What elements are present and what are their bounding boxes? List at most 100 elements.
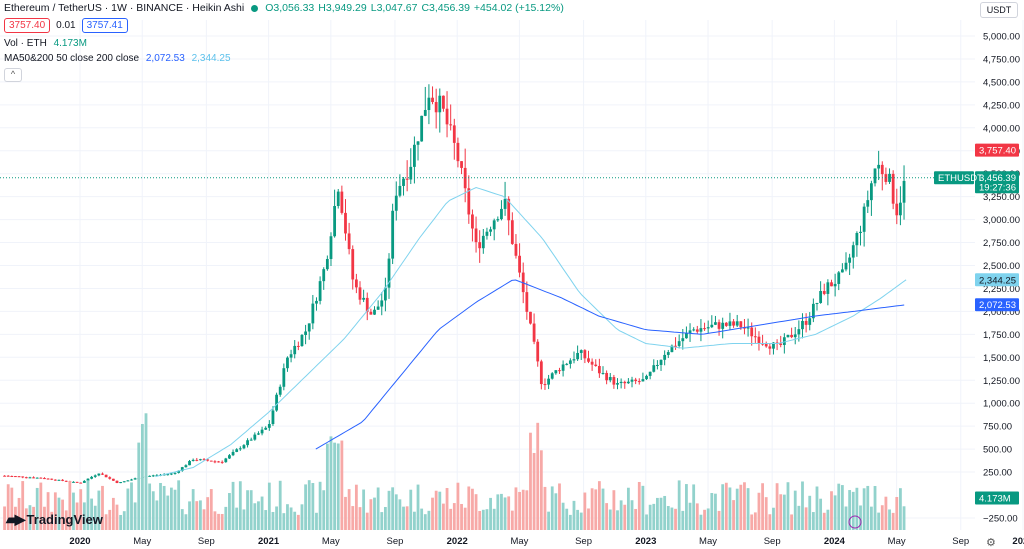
volume-bar [507,496,511,530]
volume-bar [764,497,768,530]
candle-body [166,474,170,476]
candle-body [434,102,438,113]
candle-body [362,297,366,300]
volume-bar [28,505,32,530]
candle-body [420,115,424,142]
volume-bar [191,489,195,530]
candle-body [554,370,558,374]
volume-bar [362,489,366,530]
volume-bar [703,509,706,530]
candle-body [82,480,86,483]
candle-body [558,370,561,372]
volume-bar [267,482,271,530]
volume-bar [565,508,569,530]
candle-body [811,303,815,319]
volume-bar [525,490,529,530]
volume-legend[interactable]: Vol · ETH 4.173M [4,38,87,49]
volume-bar [855,487,859,530]
candle-body [195,459,199,461]
candle-body [485,231,489,236]
candle-body [449,124,453,126]
candle-body [739,321,743,328]
volume-bar [115,504,119,530]
volume-bar [674,508,677,530]
candle-body [275,394,278,411]
candle-body [503,198,507,209]
volume-bar [75,502,79,530]
ma200-tag: 2,344.25 [979,275,1016,286]
candle-body [21,476,25,478]
currency-button[interactable]: USDT [980,2,1018,18]
volume-bar [394,494,398,530]
x-tick-label: May [888,536,906,547]
volume-bar [724,482,728,530]
volume-bar [24,508,28,530]
volume-bar [481,509,485,530]
candle-body [550,373,554,379]
candle-body [104,474,108,478]
ma-legend[interactable]: MA50&200 50 close 200 close 2,072.53 2,3… [4,53,231,64]
candle-body [724,322,728,326]
volume-bar [659,497,663,530]
volume-bar [35,487,39,530]
volume-bar [822,512,826,530]
tradingview-logo: ▰▶ TradingView [6,511,103,528]
volume-bar [293,511,297,530]
candle-body [761,343,764,345]
candle-body [873,168,877,184]
candle-body [616,383,619,385]
market-open-icon [251,4,259,12]
volume-bar [652,503,656,530]
candle-body [612,377,616,385]
volume-bar [492,508,496,530]
volume-bar [209,489,213,530]
volume-bar [634,508,638,530]
symbol-title[interactable]: Ethereum / TetherUS · 1W · BINANCE · Hei… [4,2,245,14]
candle-body [311,303,315,324]
candle-body [365,297,369,312]
volume-bar [322,490,326,530]
volume-bar [228,493,231,530]
sell-price-tag: 3,757.40 [979,146,1016,157]
candle-body [641,379,645,382]
volume-bar [786,482,790,530]
volume-bar [641,485,645,530]
y-tick-label: 2,750.00 [983,238,1020,249]
y-tick-label: 3,250.00 [983,192,1020,203]
volume-bar [456,482,460,530]
volume-bar [409,489,413,530]
candle-body [445,108,449,125]
volume-bar [380,512,384,530]
candle-body [3,475,6,477]
x-tick-label: 2020 [69,536,90,547]
candle-body [786,334,790,338]
volume-bar [286,504,289,530]
candle-body [779,343,783,345]
sell-button[interactable]: 3757.40 [4,18,51,33]
volume-bar [452,503,456,530]
volume-bar [583,492,587,530]
volume-bar [529,432,532,530]
last-price-tag-bg [975,171,1019,194]
volume-bar [39,482,43,530]
volume-bar [438,491,442,530]
volume-bar [202,509,206,530]
candle-body [57,479,61,481]
collapse-legend-icon[interactable]: ^ [4,68,22,82]
candle-body [391,210,395,259]
buy-button[interactable]: 3757.41 [81,18,128,33]
candle-body [75,481,79,483]
volume-bar [467,486,471,530]
volume-bar [463,507,467,530]
volume-bar [82,502,86,530]
volume-bar [815,486,819,530]
volume-bar [391,487,395,530]
volume-bar [184,514,188,530]
candle-body [507,198,511,221]
volume-bar [318,481,322,530]
candle-body [471,214,474,229]
candle-body [296,345,300,347]
candle-body [605,372,609,381]
gear-icon[interactable]: ⚙ [986,537,996,549]
